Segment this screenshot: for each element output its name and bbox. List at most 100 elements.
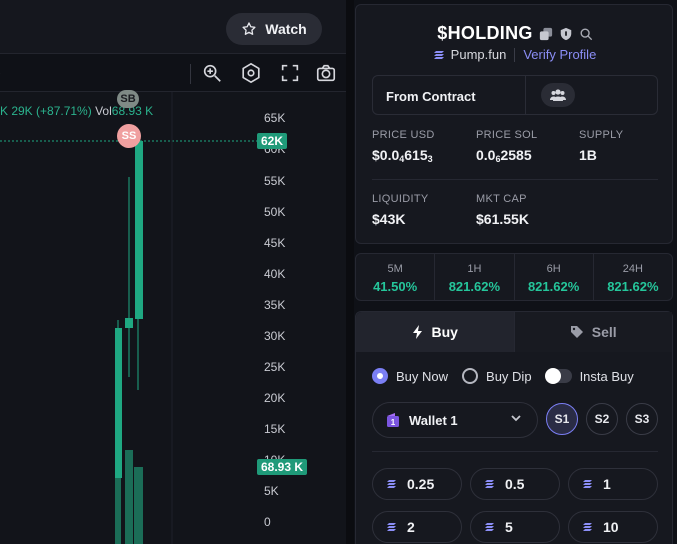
stat-price-usd: PRICE USD $0.046153 [372, 129, 435, 164]
verify-profile-link[interactable]: Verify Profile [523, 47, 597, 62]
candle [115, 328, 122, 478]
slot-s3[interactable]: S3 [626, 403, 658, 435]
y-tick: 25K [264, 360, 286, 374]
token-subtitle-row: Pump.fun Verify Profile [356, 47, 674, 62]
trade-panel: Buy Sell Buy Now Buy Dip Insta Buy 1 [355, 311, 673, 544]
token-info-card: $HOLDING Pump.fun Verify Profile From Co… [355, 4, 673, 244]
radio[interactable] [462, 368, 479, 384]
shield-icon[interactable] [559, 27, 573, 41]
star-icon [242, 22, 256, 35]
amount-button[interactable]: 10 [568, 511, 658, 543]
amount-button[interactable]: 0.5 [470, 468, 560, 500]
zoom-tool-icon[interactable] [201, 62, 223, 84]
y-tick: 45K [264, 236, 286, 250]
tab-buy[interactable]: Buy [356, 312, 514, 352]
y-tick: 0 [264, 515, 271, 529]
y-tick: 35K [264, 298, 286, 312]
y-tick: 20K [264, 391, 286, 405]
wallet-icon: 1 [387, 413, 399, 427]
candle [125, 318, 133, 328]
change-1h[interactable]: 1H 821.62% [435, 254, 515, 300]
solana-icon [485, 523, 494, 531]
amount-button[interactable]: 5 [470, 511, 560, 543]
copy-icon[interactable] [539, 27, 553, 41]
option-buy-now[interactable]: Buy Now [372, 368, 448, 384]
watch-label: Watch [265, 21, 307, 37]
token-source-label: Pump.fun [450, 47, 507, 62]
lightning-icon [412, 325, 422, 339]
svg-text:1: 1 [391, 418, 396, 427]
solana-icon [387, 523, 396, 531]
watch-button[interactable]: Watch [226, 13, 322, 45]
change-5m[interactable]: 5M 41.50% [356, 254, 436, 300]
trade-tabs: Buy Sell [356, 312, 672, 352]
tab-sell[interactable]: Sell [513, 312, 672, 352]
camera-icon[interactable] [315, 62, 337, 84]
divider [372, 451, 658, 452]
candle [135, 141, 143, 319]
change-6h[interactable]: 6H 821.62% [515, 254, 594, 300]
option-buy-dip[interactable]: Buy Dip [462, 368, 532, 384]
solana-icon [583, 480, 592, 488]
stat-price-sol: PRICE SOL 0.062585 [476, 129, 538, 164]
volume-tag: 68.93 K [257, 459, 308, 475]
candles-svg [0, 92, 257, 544]
stat-mkt-cap: MKT CAP $61.55K [476, 193, 529, 227]
toolbar-divider [190, 64, 191, 84]
chart-toolbar: › [0, 54, 346, 92]
change-24h[interactable]: 24H 821.62% [607, 263, 659, 294]
users-icon [550, 89, 566, 101]
legend-vol-label: Vol [95, 104, 112, 118]
y-tick: 15K [264, 422, 286, 436]
legend-change: K 29K (+87.71%) [0, 104, 92, 118]
slot-s2[interactable]: S2 [586, 403, 618, 435]
solana-icon [387, 480, 396, 488]
holders-button[interactable] [541, 83, 575, 107]
y-tick: 55K [264, 174, 286, 188]
from-contract-label: From Contract [386, 89, 476, 104]
token-name: $HOLDING [437, 23, 533, 43]
volume-bar [115, 477, 121, 544]
token-title-row: $HOLDING [356, 23, 674, 44]
slot-s1[interactable]: S1 [546, 403, 578, 435]
volume-bar [125, 450, 133, 544]
wallet-select[interactable]: 1 Wallet 1 [372, 402, 538, 438]
divider [372, 179, 658, 180]
settings-hexagon-icon[interactable] [240, 62, 262, 84]
buy-mode-options: Buy Now Buy Dip Insta Buy [372, 368, 648, 384]
chart-topbar: Watch [0, 0, 346, 54]
option-insta-buy[interactable]: Insta Buy [544, 368, 634, 384]
stat-supply: SUPPLY 1B [579, 129, 624, 163]
solana-icon [433, 50, 444, 59]
chevron-right-icon[interactable]: › [0, 64, 1, 80]
y-tick: 40K [264, 267, 286, 281]
solana-icon [485, 480, 494, 488]
search-icon[interactable] [579, 27, 593, 41]
amount-button[interactable]: 0.25 [372, 468, 462, 500]
solana-icon [583, 523, 592, 531]
price-chart[interactable]: K 29K (+87.71%) Vol68.93 K SB SS 65K 60K… [0, 90, 346, 544]
fullscreen-icon[interactable] [279, 62, 301, 84]
y-tick: 65K [264, 111, 286, 125]
volume-bar [134, 467, 143, 544]
y-tick: 50K [264, 205, 286, 219]
y-tick: 5K [264, 484, 279, 498]
y-tick: 30K [264, 329, 286, 343]
panel-divider[interactable] [346, 0, 354, 544]
tag-icon [570, 326, 583, 338]
chevron-down-icon [511, 415, 521, 422]
price-change-card: 5M 41.50% 1H 821.62% 6H 821.62% 24H 821.… [355, 253, 673, 301]
radio-selected[interactable] [372, 368, 388, 384]
divider [514, 47, 516, 62]
current-price-tag: 62K [257, 133, 288, 149]
amount-button[interactable]: 2 [372, 511, 462, 543]
bubble-ss[interactable]: SS [117, 124, 141, 148]
insta-buy-toggle[interactable] [544, 368, 572, 384]
token-source[interactable]: Pump.fun [433, 47, 507, 62]
from-contract-box: From Contract [372, 75, 658, 115]
stat-liquidity: LIQUIDITY $43K [372, 193, 429, 227]
amount-button[interactable]: 1 [568, 468, 658, 500]
bubble-sb[interactable]: SB [117, 90, 139, 108]
divider [525, 76, 526, 114]
